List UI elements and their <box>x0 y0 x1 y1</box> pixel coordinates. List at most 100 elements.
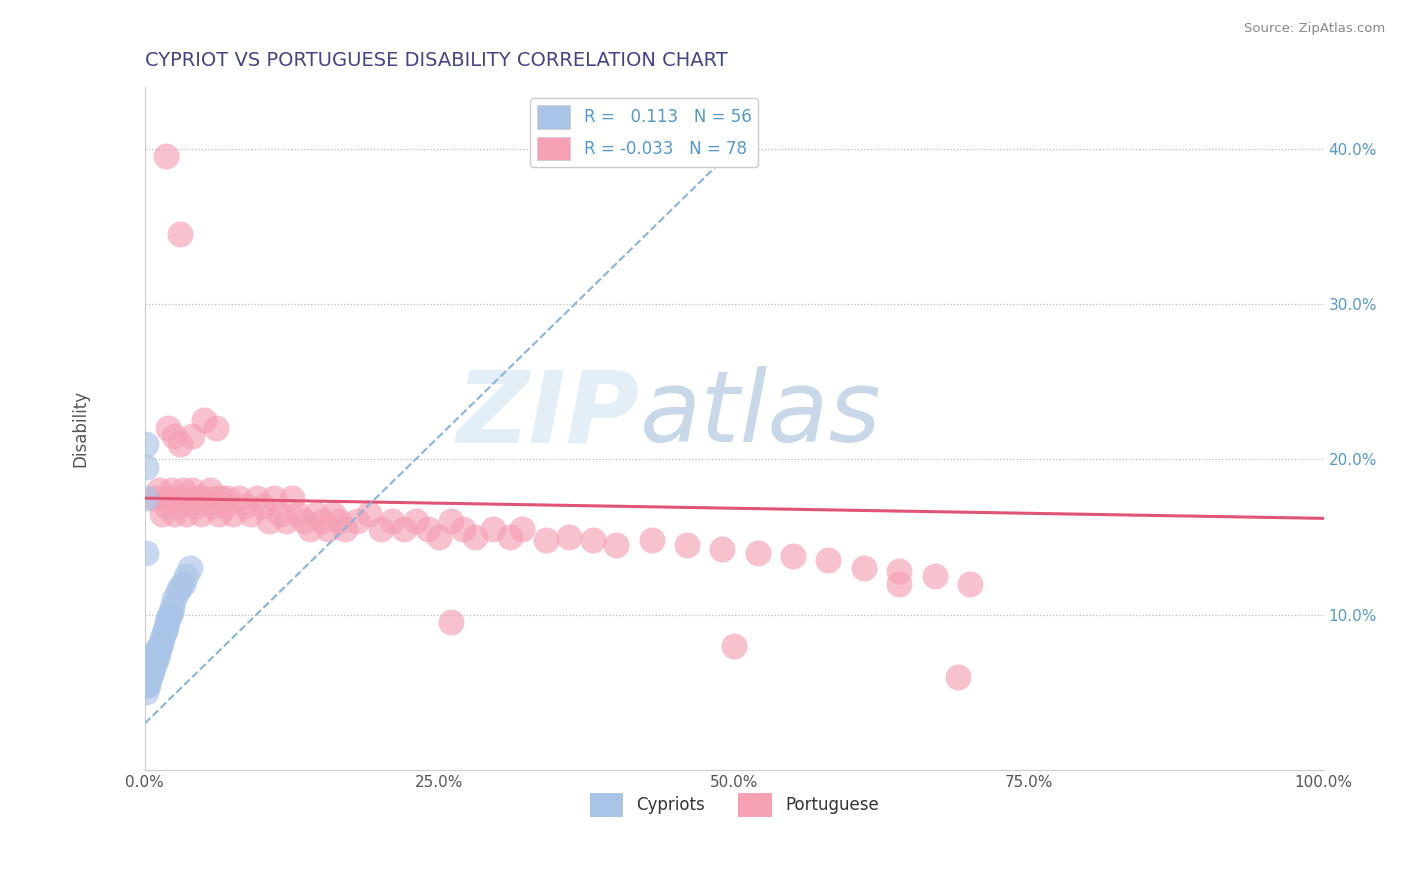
Point <box>135 666 157 681</box>
Point <box>174 569 197 583</box>
Point <box>136 662 159 676</box>
Point <box>959 576 981 591</box>
Point <box>145 654 167 668</box>
Point <box>924 569 946 583</box>
Point <box>136 677 159 691</box>
Point <box>202 499 225 513</box>
Point <box>159 607 181 622</box>
Text: atlas: atlas <box>640 366 882 463</box>
Point <box>316 522 339 536</box>
Point <box>135 545 157 559</box>
Point <box>281 491 304 505</box>
Point <box>852 561 875 575</box>
Point <box>193 491 215 505</box>
Point <box>172 576 194 591</box>
Point <box>157 491 180 505</box>
Point <box>190 507 212 521</box>
Point <box>136 657 159 672</box>
Point <box>152 631 174 645</box>
Point <box>416 522 439 536</box>
Point <box>136 666 159 681</box>
Point <box>782 549 804 563</box>
Point <box>169 491 191 505</box>
Point <box>582 533 605 547</box>
Point <box>193 413 215 427</box>
Point <box>287 507 309 521</box>
Point <box>179 561 201 575</box>
Point <box>136 673 159 687</box>
Point <box>169 580 191 594</box>
Point <box>257 515 280 529</box>
Point <box>143 491 166 505</box>
Point <box>233 499 256 513</box>
Point <box>889 564 911 578</box>
Point <box>711 542 734 557</box>
Point <box>723 639 745 653</box>
Point <box>135 685 157 699</box>
Point <box>451 522 474 536</box>
Text: ZIP: ZIP <box>457 366 640 463</box>
Point <box>135 491 157 505</box>
Point <box>145 641 167 656</box>
Point <box>292 515 315 529</box>
Point <box>322 507 344 521</box>
Point <box>136 677 159 691</box>
Point <box>204 491 226 505</box>
Point <box>155 499 177 513</box>
Point <box>136 654 159 668</box>
Point <box>239 507 262 521</box>
Point <box>136 662 159 676</box>
Point <box>141 651 163 665</box>
Point <box>139 654 162 668</box>
Point <box>163 429 186 443</box>
Point <box>440 615 463 630</box>
Point <box>150 635 173 649</box>
Point <box>142 654 165 668</box>
Point <box>889 576 911 591</box>
Point <box>747 545 769 559</box>
Point <box>605 538 627 552</box>
Point <box>298 522 321 536</box>
Point <box>135 460 157 475</box>
Point <box>141 657 163 672</box>
Text: Source: ZipAtlas.com: Source: ZipAtlas.com <box>1244 22 1385 36</box>
Point <box>148 483 170 498</box>
Text: CYPRIOT VS PORTUGUESE DISABILITY CORRELATION CHART: CYPRIOT VS PORTUGUESE DISABILITY CORRELA… <box>145 51 727 70</box>
Point <box>146 647 169 661</box>
Point <box>676 538 699 552</box>
Y-axis label: Disability: Disability <box>72 390 89 467</box>
Point <box>153 623 176 637</box>
Point <box>208 507 231 521</box>
Point <box>440 515 463 529</box>
Point <box>305 507 328 521</box>
Point <box>181 483 204 498</box>
Point <box>135 437 157 451</box>
Point <box>370 522 392 536</box>
Point <box>163 592 186 607</box>
Point <box>392 522 415 536</box>
Point <box>155 149 177 163</box>
Point <box>181 429 204 443</box>
Point <box>209 491 232 505</box>
Point <box>198 483 221 498</box>
Point <box>139 662 162 676</box>
Point <box>246 491 269 505</box>
Point <box>222 507 245 521</box>
Point <box>252 499 274 513</box>
Point <box>499 530 522 544</box>
Point <box>817 553 839 567</box>
Point <box>558 530 581 544</box>
Point <box>276 515 298 529</box>
Point <box>136 673 159 687</box>
Point <box>148 641 170 656</box>
Point <box>184 499 207 513</box>
Legend: Cypriots, Portuguese: Cypriots, Portuguese <box>583 786 886 823</box>
Point <box>946 670 969 684</box>
Point <box>346 515 368 529</box>
Point <box>269 507 291 521</box>
Point <box>138 664 160 678</box>
Point <box>138 651 160 665</box>
Point <box>138 670 160 684</box>
Point <box>156 615 179 630</box>
Point <box>217 491 239 505</box>
